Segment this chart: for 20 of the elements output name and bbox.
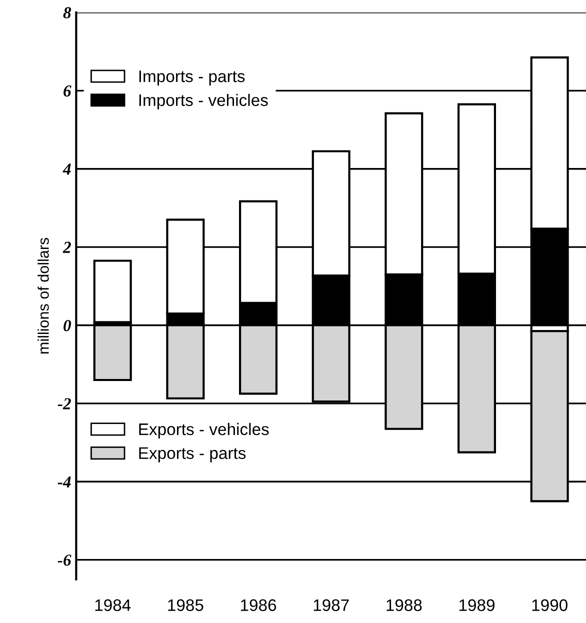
y-tick-label: 0 xyxy=(64,320,72,332)
y-axis-title: millions of dollars xyxy=(38,238,49,354)
legend-label: Exports - parts xyxy=(139,447,246,462)
y-tick-label: -6 xyxy=(58,554,72,566)
x-tick-label: 1989 xyxy=(459,599,495,612)
x-tick-label: 1984 xyxy=(95,599,131,612)
y-tick-label: 2 xyxy=(62,242,71,253)
y-tick-label: -4 xyxy=(58,476,71,488)
legend-label: Imports - vehicles xyxy=(139,94,268,110)
x-tick-label: 1990 xyxy=(532,599,568,612)
y-tick-label: -2 xyxy=(58,398,71,410)
y-tick-label: 4 xyxy=(62,164,71,175)
x-tick-label: 1988 xyxy=(386,599,422,612)
x-tick-label: 1987 xyxy=(314,599,349,612)
legend-label: Imports - parts xyxy=(139,70,245,86)
y-tick-label: 8 xyxy=(63,7,72,18)
x-tick-label: 1986 xyxy=(240,599,276,612)
legend-label: Exports - vehicles xyxy=(139,422,269,438)
x-tick-label: 1985 xyxy=(168,599,204,612)
y-tick-label: 6 xyxy=(64,85,72,97)
